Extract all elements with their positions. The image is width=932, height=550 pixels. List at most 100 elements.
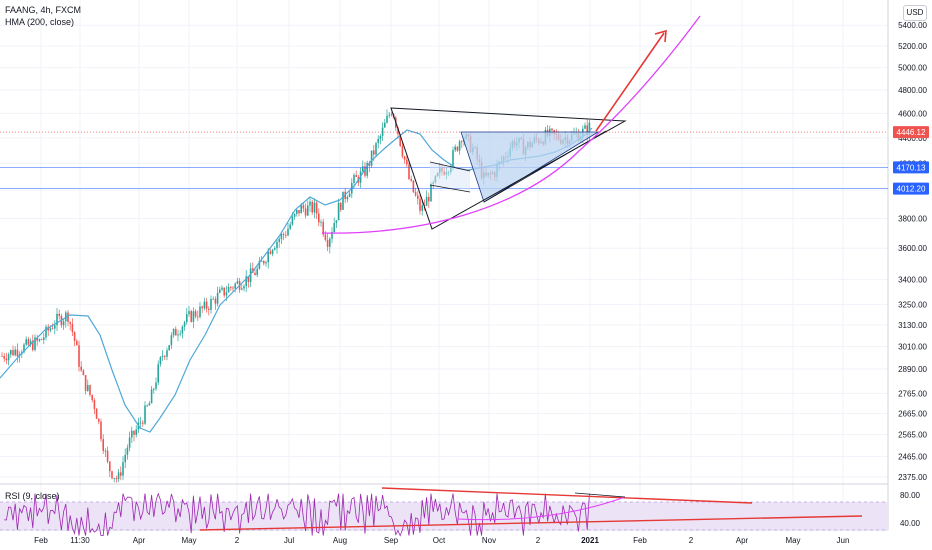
rsi-pane [4,487,863,537]
time-tick-label: Sep [384,536,399,545]
candle-up [329,238,331,247]
price-tick-label: 3130.00 [898,321,927,330]
candle-up [425,196,428,206]
pennant-lower [429,184,471,193]
rsi-black-line [574,492,626,498]
price-tick-label: 5400.00 [898,21,927,30]
candle-up [313,202,316,213]
candle-up [390,114,393,115]
candle-down [164,355,166,357]
candle-up [280,233,283,240]
candle-down [401,145,404,157]
price-tick-label: 4600.00 [898,109,927,118]
price-axis[interactable]: 5400.00 5200.00 5000.00 4800.00 4600.00 4400.… [898,21,927,528]
candle-down [71,323,74,333]
candle-up [212,298,214,300]
candle-up [25,339,27,345]
price-tick-label: 2565.00 [898,431,927,440]
candle-up [34,337,36,350]
candle-up [45,326,47,338]
current-price-tag-bg [893,126,929,139]
candle-down [36,337,38,341]
candle-up [267,251,269,263]
candle-up [236,281,239,284]
candle-down [100,421,102,440]
legend-symbol[interactable]: FAANG, 4h, FXCM [5,5,82,15]
candle-up [430,184,432,202]
candle-up [245,276,247,287]
price-tick-label: 5000.00 [898,64,927,73]
candle-up [287,228,289,236]
level-price-tag-bg [893,182,929,195]
candle-up [375,143,377,155]
candle-down [111,471,113,479]
candle-down [263,260,265,264]
time-tick-label: Feb [633,536,647,545]
candle-up [276,241,278,249]
candle-up [366,162,368,176]
candle-down [3,356,5,359]
candle-down [230,286,232,288]
candle-down [214,298,217,304]
candle-down [32,340,34,350]
price-tick-label: 2890.00 [898,365,927,374]
price-tick-label: 2375.00 [898,473,927,482]
candle-up [289,224,291,229]
candle-up [588,122,591,135]
candle-up [458,141,461,151]
candle-up [278,239,280,242]
candle-up [150,389,153,404]
candle-down [106,450,109,462]
price-tick-label: 3010.00 [898,343,927,352]
candle-down [311,201,313,213]
candle-up [584,125,586,129]
candle-down [76,340,78,346]
candle-up [335,220,338,224]
candle-up [179,333,181,335]
candle-up [362,166,364,172]
candle-up [293,213,296,217]
time-tick-label: May [785,536,800,545]
candle-up [274,248,276,250]
time-tick-label: 2 [235,536,240,545]
candle-down [419,198,421,211]
time-tick-label: Feb [34,536,48,545]
candle-up [291,216,294,225]
time-axis[interactable]: Feb 11:30 Apr May 2 Jul Aug Sep Oct Nov 2 2021 Feb 2 A… [34,536,849,545]
candle-down [254,272,256,276]
candle-up [216,292,219,304]
candle-up [172,328,175,336]
candle-down [115,478,118,480]
candle-up [161,355,164,358]
candle-down [364,166,366,176]
candle-up [260,260,263,262]
candle-down [58,313,60,316]
candle-down [408,164,410,179]
candle-up [271,249,274,254]
currency-button[interactable]: USD [903,5,927,21]
legend-hma[interactable]: HMA (200, close) [5,17,75,27]
candle-up [177,334,179,336]
candle-up [168,345,170,351]
price-tick-label: 4400.00 [898,134,927,143]
rsi-support-trendline [199,515,863,531]
candle-up [342,191,344,210]
candle-up [452,150,454,168]
candle-up [309,201,311,206]
rsi-resistance-trendline [381,487,753,504]
candle-up [203,301,206,309]
candle-up [153,388,155,390]
candle-down [142,422,144,424]
candle-down [51,328,54,330]
legend-rsi[interactable]: RSI (9, close) [5,491,60,501]
time-tick-label: 2021 [581,536,599,545]
candle-up [159,357,162,365]
time-tick-label: 11:30 [70,536,90,545]
candle-up [7,354,10,361]
candle-up [166,350,168,357]
candle-up [243,286,245,289]
candle-up [146,405,148,407]
level-price-tag-bg [893,161,929,174]
candle-down [208,308,210,310]
